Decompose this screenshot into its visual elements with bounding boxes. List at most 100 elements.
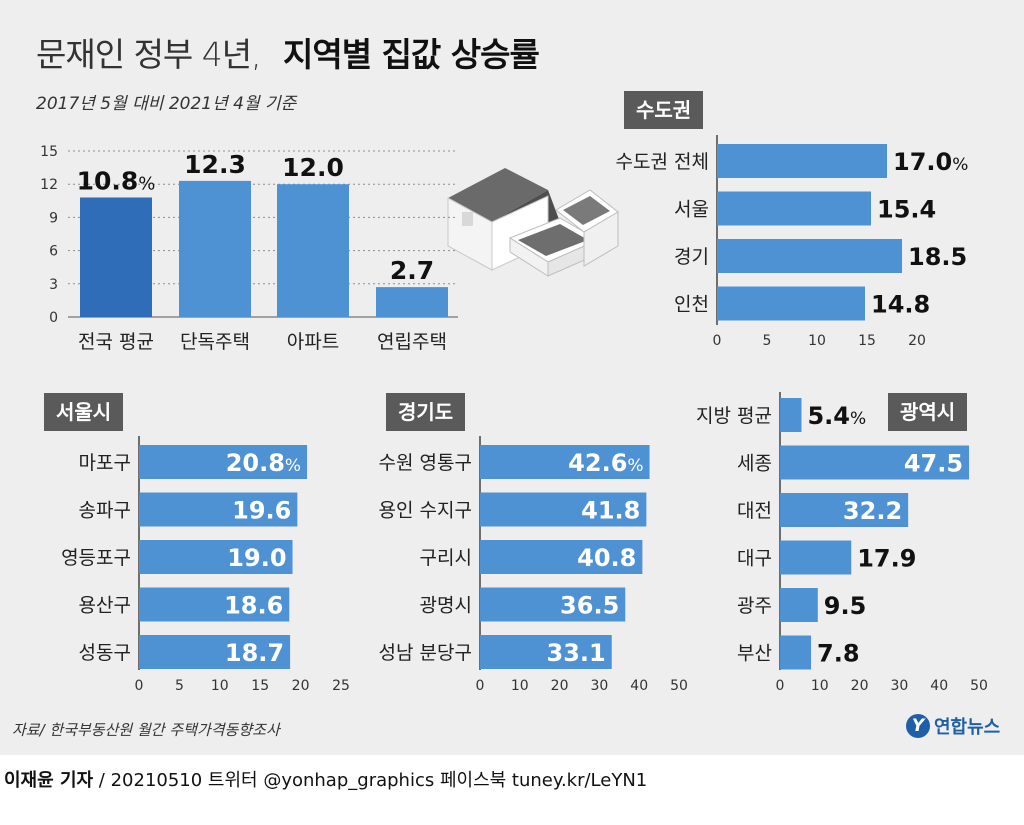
category-label: 광명시 [420,595,472,617]
bar [717,286,865,321]
x-tick-label: 30 [590,678,608,694]
bar [139,635,291,669]
x-tick-label: 50 [670,678,688,694]
bar [139,587,290,622]
data-label: 19.6 [232,497,291,525]
y-tick-label: 9 [49,210,58,226]
footer-details: / 20210510 트위터 @yonhap_graphics 페이스북 tun… [93,770,648,791]
x-tick-label: 50 [970,678,988,694]
x-tick-label: 20 [908,333,926,349]
bar [277,184,349,317]
category-label: 지방 평균 [696,405,772,427]
y-tick-label: 3 [49,277,58,293]
data-label: 9.5 [824,592,867,620]
x-tick-label: 40 [630,678,648,694]
category-label: 성남 분당구 [379,642,472,664]
data-label: 41.8 [581,497,640,525]
bar [80,197,152,317]
x-tick-label: 30 [890,678,908,694]
house-and-banknotes-illustration [447,168,619,277]
x-tick-label: 20 [292,678,310,694]
data-label: 12.0 [282,153,344,182]
bar [480,635,612,669]
x-tick-label: 15 [858,333,876,349]
source-note: 자료/ 한국부동산원 월간 주택가격동향조사 [12,721,280,739]
data-label: 5.4% [807,402,866,430]
bar [139,445,308,479]
bar [780,540,852,575]
x-tick-label: 5 [763,333,772,349]
category-label: 세종 [737,453,772,475]
category-label: 대구 [737,548,772,570]
x-tick-label: 20 [851,678,869,694]
footer-credit: 이재윤 기자 / 20210510 트위터 @yonhap_graphics 페… [4,766,647,792]
data-label: 18.5 [908,243,967,271]
bar [179,180,251,317]
category-label: 광주 [737,595,772,617]
subtitle: 2017년 5월 대비 2021년 4월 기준 [36,94,297,114]
bar [139,540,293,574]
category-label: 부산 [737,643,772,665]
logo-mark: Y [906,714,930,738]
x-tick-label: 0 [476,678,485,694]
region-tag-seoul: 서울시 [44,393,124,431]
category-label: 대전 [737,500,772,522]
category-label: 경기 [674,246,709,268]
data-label: 20.8% [226,449,301,477]
x-tick-label: 0 [135,678,144,694]
data-label: 17.9 [857,545,916,573]
category-label: 송파구 [79,500,131,522]
bar [139,492,298,527]
charts-canvas: 0 3 6 9 12 15 10.8% 전국 평균 12.3 단독주택 12.0 아파트 2.7 연립주택… [40,135,988,694]
data-label: 36.5 [560,592,619,620]
data-label: 14.8 [871,291,930,319]
bar [780,588,818,622]
bar [717,191,871,226]
bar [480,445,650,479]
category-label: 용산구 [79,595,131,617]
bar [480,492,647,527]
logo-text: 연합뉴스 [934,717,1001,738]
title-light: 문재인 정부 4년, [36,35,262,74]
infographic-panel [0,0,1024,755]
bar [780,635,812,670]
data-label: 12.3 [184,150,246,179]
data-label: 17.0% [893,148,968,176]
data-label: 2.7 [390,256,434,285]
x-tick-label: 10 [811,678,829,694]
category-label: 수도권 전체 [616,151,709,173]
x-tick-label: 10 [211,678,229,694]
category-label: 아파트 [287,331,339,353]
category-label: 마포구 [79,452,131,474]
x-tick-label: 5 [175,678,184,694]
data-label: 18.6 [224,592,283,620]
x-tick-label: 0 [713,333,722,349]
yonhap-logo: Y 연합뉴스 [906,713,1000,739]
y-tick-label: 15 [40,144,58,160]
data-label: 42.6% [568,449,643,477]
category-label: 구리시 [420,547,472,569]
x-tick-label: 0 [776,678,785,694]
data-label: 47.5 [904,450,963,478]
category-label: 영등포구 [61,547,131,569]
region-tag-metro: 광역시 [888,393,968,431]
data-label: 33.1 [547,639,606,667]
x-tick-label: 40 [930,678,948,694]
bar [780,398,802,432]
category-label: 연립주택 [377,331,447,353]
bar [480,540,643,574]
bar [376,287,448,317]
bar [717,144,887,178]
title-bold: 지역별 집값 상승률 [283,35,540,74]
y-tick-label: 12 [40,177,58,193]
category-label: 단독주택 [180,331,250,353]
region-tag-gyeonggi: 경기도 [386,393,466,431]
data-label: 32.2 [843,497,902,525]
category-label: 서울 [674,199,709,221]
data-label: 15.4 [877,196,936,224]
data-label: 19.0 [227,544,286,572]
data-label: 7.8 [817,640,860,668]
category-label: 인천 [674,294,709,316]
data-label: 10.8% [77,166,156,195]
category-label: 성동구 [79,642,131,664]
